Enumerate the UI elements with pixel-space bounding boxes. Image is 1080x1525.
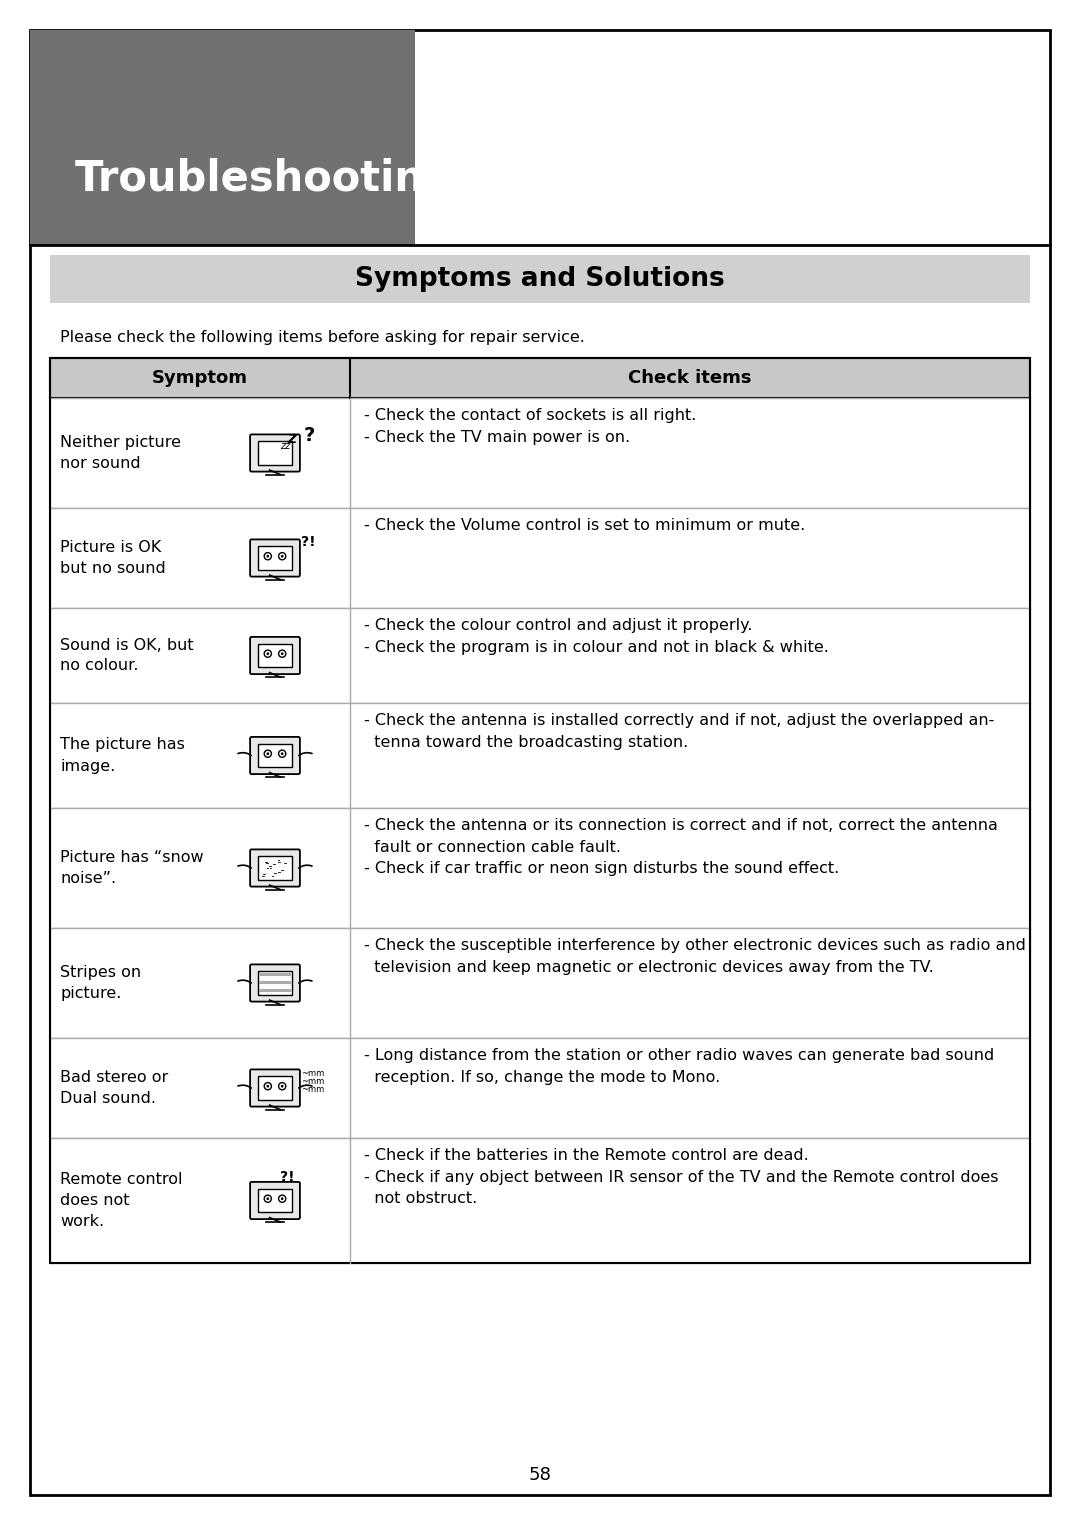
Bar: [258, 441, 292, 465]
Bar: [258, 1190, 292, 1212]
Bar: [259, 988, 291, 991]
Bar: [259, 973, 291, 976]
Circle shape: [265, 552, 271, 560]
Text: - Check if the batteries in the Remote control are dead.
- Check if any object b: - Check if the batteries in the Remote c…: [364, 1148, 999, 1206]
Bar: [50, 808, 1030, 929]
Circle shape: [265, 650, 271, 657]
Text: 58: 58: [528, 1466, 552, 1484]
Circle shape: [267, 1197, 269, 1200]
Text: - Long distance from the station or other radio waves can generate bad sound
  r: - Long distance from the station or othe…: [364, 1048, 995, 1084]
Bar: [258, 744, 292, 767]
Circle shape: [279, 650, 286, 657]
Bar: [50, 358, 1030, 398]
FancyBboxPatch shape: [251, 1182, 300, 1218]
Text: ~mm: ~mm: [301, 1084, 325, 1093]
Circle shape: [281, 1197, 284, 1200]
Circle shape: [267, 1084, 269, 1087]
Bar: [258, 857, 292, 880]
Bar: [258, 971, 292, 994]
Bar: [30, 30, 415, 246]
FancyBboxPatch shape: [251, 1069, 300, 1107]
Circle shape: [279, 1196, 286, 1202]
FancyBboxPatch shape: [251, 540, 300, 576]
Bar: [258, 1077, 292, 1100]
Bar: [50, 608, 1030, 703]
Text: ~mm: ~mm: [301, 1069, 325, 1078]
Bar: [259, 981, 291, 984]
Text: - Check the antenna or its connection is correct and if not, correct the antenna: - Check the antenna or its connection is…: [364, 817, 998, 877]
Bar: [50, 255, 1030, 303]
Circle shape: [279, 750, 286, 758]
Text: Troubleshooting: Troubleshooting: [75, 159, 455, 200]
FancyBboxPatch shape: [251, 435, 300, 471]
Circle shape: [265, 1083, 271, 1090]
Text: ?: ?: [303, 427, 314, 445]
Circle shape: [265, 750, 271, 758]
Text: ?!: ?!: [301, 535, 316, 549]
Text: Remote control
does not
work.: Remote control does not work.: [60, 1173, 183, 1229]
Bar: [258, 644, 292, 666]
Text: - Check the contact of sockets is all right.
- Check the TV main power is on.: - Check the contact of sockets is all ri…: [364, 409, 697, 445]
FancyBboxPatch shape: [251, 849, 300, 886]
Text: Bad stereo or
Dual sound.: Bad stereo or Dual sound.: [60, 1071, 168, 1106]
Text: - Check the antenna is installed correctly and if not, adjust the overlapped an-: - Check the antenna is installed correct…: [364, 714, 995, 750]
Bar: [50, 703, 1030, 808]
Text: Please check the following items before asking for repair service.: Please check the following items before …: [60, 329, 585, 345]
Circle shape: [265, 1196, 271, 1202]
Bar: [50, 1039, 1030, 1138]
Bar: [50, 1138, 1030, 1263]
Text: - Check the susceptible interference by other electronic devices such as radio a: - Check the susceptible interference by …: [364, 938, 1026, 974]
Text: Sound is OK, but
no colour.: Sound is OK, but no colour.: [60, 637, 193, 674]
Circle shape: [279, 552, 286, 560]
Text: Stripes on
picture.: Stripes on picture.: [60, 965, 141, 1000]
Circle shape: [281, 752, 284, 755]
Bar: [50, 358, 1030, 1263]
FancyBboxPatch shape: [251, 964, 300, 1002]
Circle shape: [267, 653, 269, 656]
Text: Symptoms and Solutions: Symptoms and Solutions: [355, 265, 725, 291]
Text: Z: Z: [287, 433, 296, 445]
Text: Check items: Check items: [629, 369, 752, 387]
Text: Picture has “snow
noise”.: Picture has “snow noise”.: [60, 849, 204, 886]
Bar: [50, 608, 1030, 703]
Text: ?!: ?!: [280, 1170, 295, 1183]
FancyBboxPatch shape: [251, 637, 300, 674]
Text: Symptom: Symptom: [152, 369, 248, 387]
Text: ~mm: ~mm: [301, 1077, 325, 1086]
Bar: [50, 508, 1030, 608]
FancyBboxPatch shape: [251, 737, 300, 775]
Text: - Check the Volume control is set to minimum or mute.: - Check the Volume control is set to min…: [364, 518, 806, 534]
Circle shape: [267, 555, 269, 558]
Bar: [50, 929, 1030, 1039]
Bar: [50, 1138, 1030, 1263]
Bar: [50, 929, 1030, 1039]
Circle shape: [281, 1084, 284, 1087]
Text: zz: zz: [280, 441, 291, 451]
Bar: [50, 398, 1030, 508]
Bar: [50, 358, 1030, 398]
Bar: [50, 703, 1030, 808]
Bar: [50, 508, 1030, 608]
Text: The picture has
image.: The picture has image.: [60, 738, 185, 773]
Text: - Check the colour control and adjust it properly.
- Check the program is in col: - Check the colour control and adjust it…: [364, 618, 828, 654]
Bar: [50, 1039, 1030, 1138]
Bar: [50, 808, 1030, 929]
Text: Picture is OK
but no sound: Picture is OK but no sound: [60, 540, 165, 576]
Circle shape: [279, 1083, 286, 1090]
Bar: [258, 546, 292, 570]
Text: Neither picture
nor sound: Neither picture nor sound: [60, 435, 181, 471]
Circle shape: [267, 752, 269, 755]
Bar: [50, 398, 1030, 508]
Circle shape: [281, 555, 284, 558]
Circle shape: [281, 653, 284, 656]
